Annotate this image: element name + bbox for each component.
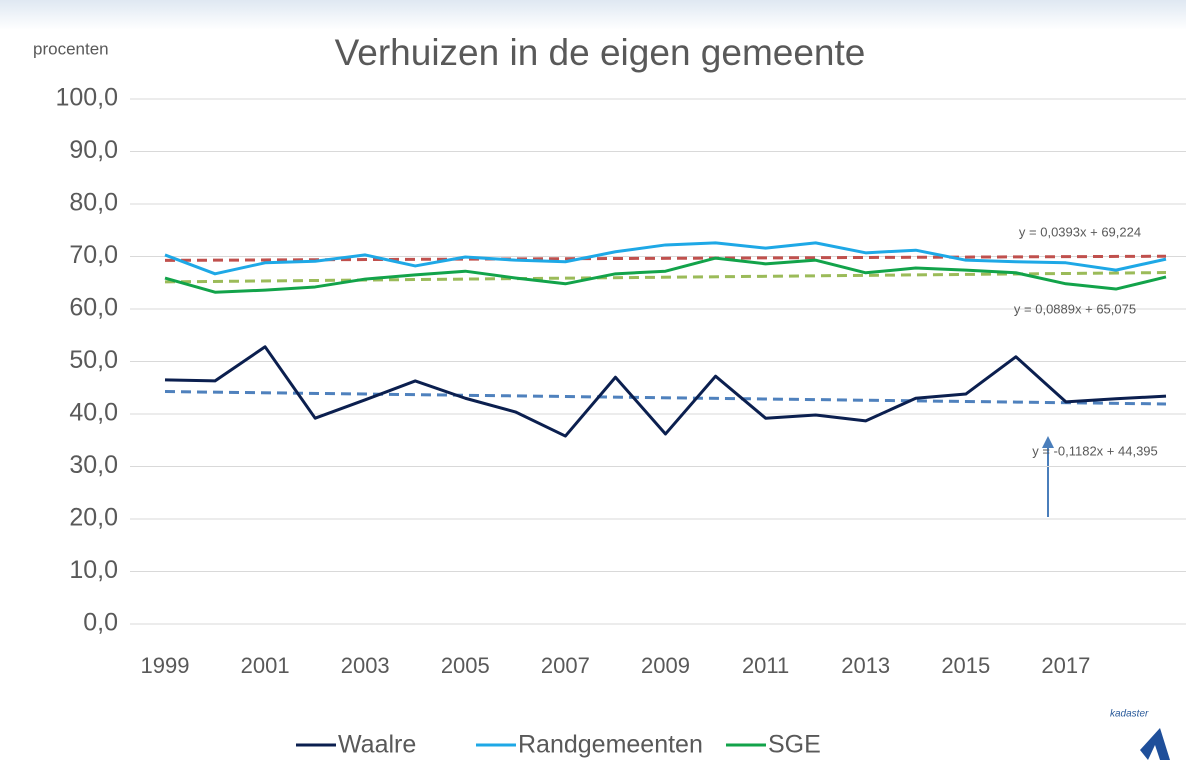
y-tick-label: 100,0 [55,84,118,112]
x-tick-label: 2011 [742,653,789,678]
legend-label: Randgemeenten [518,731,703,759]
series-line [164,241,1167,276]
chart-title: Verhuizen in de eigen gemeente [335,32,866,73]
background-band [0,0,1186,30]
trendline-label: y = 0,0889x + 65,075 [1014,301,1136,316]
x-tick-label: 2005 [441,653,490,678]
arrow-head [1042,436,1054,448]
trendline [164,271,1167,284]
x-tick-label: 2017 [1041,653,1090,678]
x-tick-label: 2003 [341,653,390,678]
legend-label: SGE [768,731,821,759]
logo-mark [1140,728,1170,760]
x-tick-label: 2009 [641,653,690,678]
y-tick-label: 90,0 [69,136,118,164]
x-tick-label: 2013 [841,653,890,678]
y-tick-label: 0,0 [83,609,118,637]
x-tick-label: 2001 [241,653,290,678]
y-tick-label: 80,0 [69,189,118,217]
x-tick-label: 1999 [141,653,190,678]
trendline-label: y = -0,1182x + 44,395 [1032,443,1158,458]
series-line [164,256,1167,294]
y-tick-label: 20,0 [69,504,118,532]
series-line [164,345,1167,438]
legend-label: Waalre [338,731,416,759]
x-tick-label: 2007 [541,653,590,678]
y-tick-label: 30,0 [69,451,118,479]
y-axis-label: procenten [33,39,109,58]
y-tick-label: 10,0 [69,556,118,584]
trendline [164,390,1167,406]
trendline-label: y = 0,0393x + 69,224 [1019,224,1141,239]
y-tick-label: 50,0 [69,346,118,374]
x-tick-label: 2015 [941,653,990,678]
y-tick-label: 60,0 [69,294,118,322]
logo-text: kadaster [1110,709,1149,720]
y-tick-label: 70,0 [69,241,118,269]
y-tick-label: 40,0 [69,399,118,427]
